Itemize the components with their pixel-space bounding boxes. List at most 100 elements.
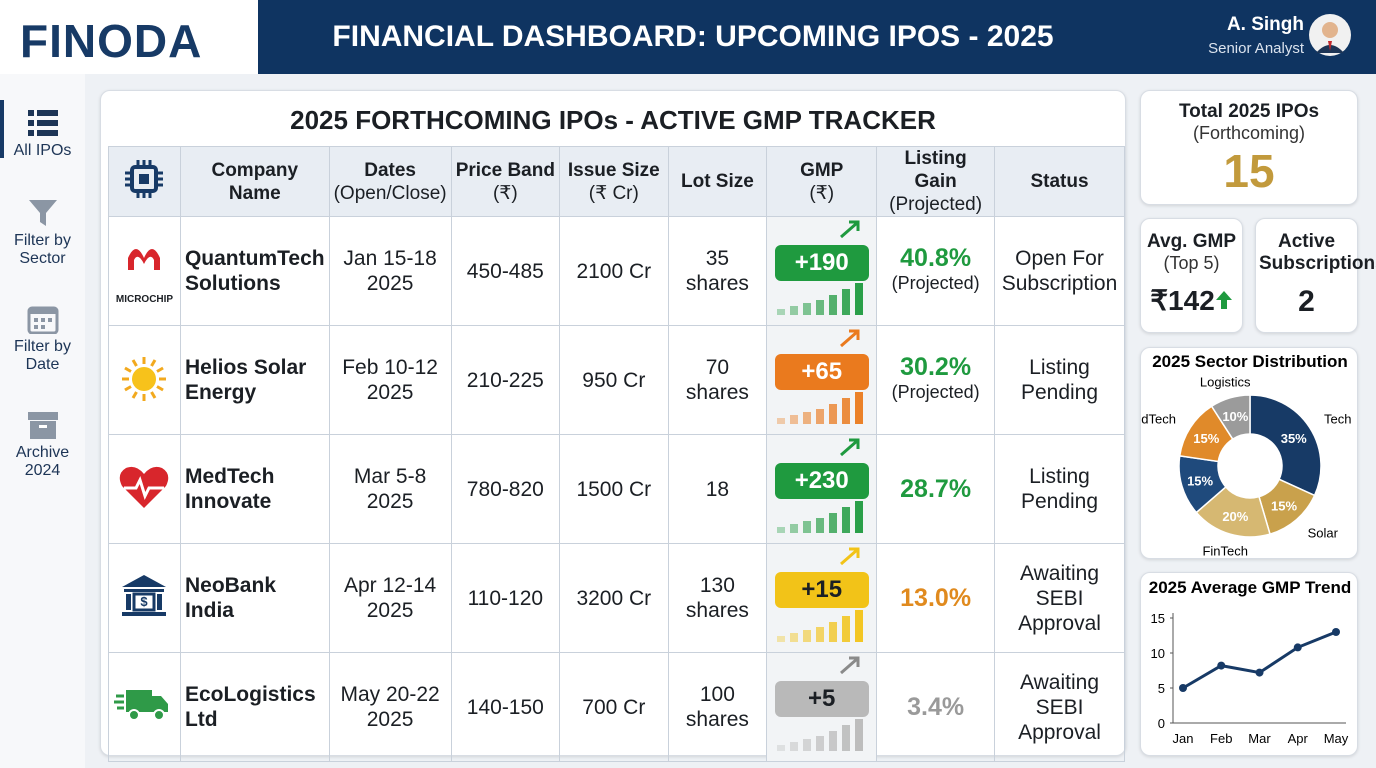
- chart-title: 2025 Sector Distribution: [1152, 352, 1348, 371]
- x-tick-label: May: [1324, 731, 1349, 746]
- spark-bar: [841, 725, 850, 751]
- column-title: GMP: [800, 159, 844, 181]
- spark-bar: [828, 513, 837, 533]
- ipo-table-card: 2025 FORTHCOMING IPOs - ACTIVE GMP TRACK…: [100, 90, 1126, 762]
- listing-gain: 40.8%: [900, 244, 972, 272]
- spark-bar: [815, 736, 824, 751]
- point: [1255, 668, 1264, 677]
- nav-item[interactable]: Filter by Sector: [0, 198, 85, 268]
- arrow: [839, 438, 860, 457]
- spark-bar: [815, 409, 824, 424]
- kpi-subtitle: (Top 5): [1163, 253, 1220, 273]
- listing-gain-cell: 28.7%: [876, 434, 996, 544]
- slice-label: 35%: [1281, 431, 1307, 446]
- icon-cell: MICROCHIP: [108, 216, 181, 326]
- spark-bar: [789, 633, 798, 642]
- column-header: Issue Size (₹ Cr): [559, 146, 669, 217]
- kpi-total: Total 2025 IPOs (Forthcoming) 15: [1140, 90, 1358, 205]
- donut-hole: [1218, 434, 1282, 498]
- trend-arrow: [839, 220, 860, 239]
- spark-bar: [828, 622, 837, 642]
- point: [1179, 684, 1187, 692]
- gmp-cell: +230: [766, 434, 878, 544]
- column-title: Company Name: [211, 159, 299, 204]
- company-icon: [114, 690, 169, 721]
- slice-label: 10%: [1222, 409, 1248, 424]
- icon: [27, 306, 58, 334]
- spark-bar: [776, 309, 785, 315]
- spark-bar: [854, 283, 863, 315]
- trend-arrow: [839, 656, 860, 675]
- company-name: EcoLogistics Ltd: [179, 652, 330, 762]
- table-row: MedTech Innovate Mar 5-8 2025 780-820 1500 …: [108, 434, 1125, 544]
- up-arrow: [1215, 291, 1232, 309]
- lot-size: 130 shares: [667, 543, 768, 653]
- status: Listing Pending: [994, 325, 1125, 435]
- sidebar: All IPOs Filter by Sector Filter by Date…: [0, 74, 85, 768]
- column-header: Company Name: [179, 146, 330, 217]
- price-band: 210-225: [450, 325, 561, 435]
- spark-bar: [789, 306, 798, 315]
- nav-item[interactable]: Filter by Date: [0, 304, 85, 374]
- spark-bar: [815, 518, 824, 533]
- y-tick-label: 15: [1151, 611, 1165, 626]
- gmp-cell: +15: [766, 543, 878, 653]
- nav-item[interactable]: All IPOs: [0, 108, 85, 160]
- nav-label: Archive 2024: [15, 444, 70, 479]
- spark-bar: [841, 507, 850, 533]
- table-row: $ NeoBank India Apr 12-14 2025 110-120 3200 …: [108, 543, 1125, 653]
- nav-label: All IPOs: [13, 142, 72, 159]
- listing-gain-cell: 40.8% (Projected): [876, 216, 996, 326]
- icon-cell: [108, 652, 181, 762]
- company-icon: [122, 357, 167, 401]
- logo: FINODA: [0, 0, 258, 74]
- category-label: Tech: [1324, 411, 1351, 426]
- price-band: 450-485: [450, 216, 561, 326]
- table-title: 2025 FORTHCOMING IPOs - ACTIVE GMP TRACK…: [290, 105, 936, 135]
- arrow: [839, 220, 860, 239]
- icon-cell: [108, 325, 181, 435]
- dates: Mar 5-8 2025: [328, 434, 452, 544]
- ipo-table: Company Name Dates (Open/Close) Price Band(…: [108, 146, 1125, 762]
- slice-label: 15%: [1187, 474, 1213, 489]
- dates: Apr 12-14 2025: [328, 543, 452, 653]
- listing-gain: 28.7%: [900, 474, 972, 503]
- trend-arrow: [839, 329, 860, 348]
- category-label: Solar: [1308, 526, 1339, 541]
- spark-bar: [841, 289, 850, 315]
- company-icon: $: [122, 575, 167, 616]
- spark-bar: [789, 524, 798, 533]
- column-subtitle: (₹): [809, 182, 835, 204]
- sparkline: [776, 719, 863, 751]
- column-subtitle: (₹ Cr): [588, 182, 639, 204]
- spark-bar: [828, 295, 837, 315]
- arrow: [839, 547, 860, 566]
- sparkline: [776, 392, 863, 424]
- x-tick-label: Mar: [1248, 731, 1271, 746]
- y-tick-label: 0: [1158, 716, 1165, 731]
- header-row: Company Name Dates (Open/Close) Price Band(…: [108, 146, 1125, 217]
- listing-gain: 13.0%: [900, 583, 972, 612]
- company-icon: [128, 249, 161, 270]
- nav-item[interactable]: Archive 2024: [0, 410, 85, 480]
- issue-size: 1500 Cr: [559, 434, 669, 544]
- sparkline: [776, 610, 863, 642]
- spark-bar: [776, 636, 785, 642]
- column-header: Lot Size: [667, 146, 768, 217]
- arrow: [839, 329, 860, 348]
- spark-bar: [776, 527, 785, 533]
- category-label: Logistics: [1200, 375, 1251, 390]
- slice-label: 15%: [1193, 431, 1219, 446]
- trend-chart: 2025 Average GMP Trend 0 5 10 15 Jan Feb Mar Ap…: [1140, 572, 1358, 756]
- column-title: Dates: [364, 159, 416, 181]
- company-icon: [120, 466, 169, 508]
- price-band: 110-120: [450, 543, 561, 653]
- company-name: Helios Solar Energy: [179, 325, 330, 435]
- gmp-cell: +65: [766, 325, 878, 435]
- column-header: Listing Gain (Projected): [876, 146, 996, 217]
- icon-cell: [108, 434, 181, 544]
- kpi-active: Active Subscriptions 2: [1255, 218, 1376, 333]
- column-header: Status: [994, 146, 1125, 217]
- company-name: NeoBank India: [179, 543, 330, 653]
